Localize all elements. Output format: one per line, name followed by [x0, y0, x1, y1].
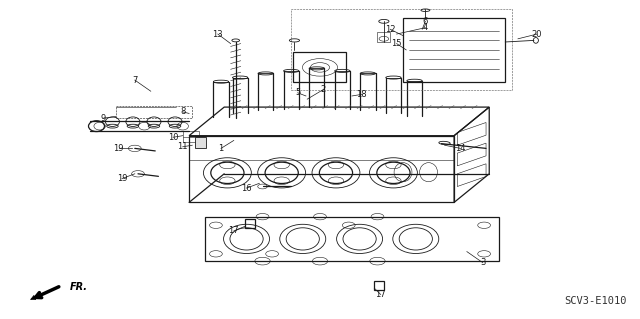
Text: 12: 12	[385, 25, 396, 34]
Text: 14: 14	[455, 144, 466, 153]
Text: 4: 4	[423, 23, 428, 32]
Text: 15: 15	[392, 39, 402, 48]
Text: 17: 17	[375, 290, 386, 299]
Text: 20: 20	[532, 30, 542, 39]
Text: 1: 1	[218, 144, 223, 153]
Text: 9: 9	[100, 114, 106, 123]
Text: 3: 3	[480, 258, 486, 267]
Text: 8: 8	[180, 108, 186, 116]
Polygon shape	[195, 137, 206, 148]
Text: SCV3-E1010: SCV3-E1010	[564, 296, 627, 306]
Text: 19: 19	[113, 144, 124, 153]
Text: 17: 17	[228, 226, 239, 235]
Text: 6: 6	[422, 17, 428, 26]
Text: 16: 16	[241, 184, 252, 193]
Text: 13: 13	[212, 30, 223, 39]
Text: 19: 19	[116, 174, 127, 183]
Text: 7: 7	[132, 76, 138, 85]
Text: 5: 5	[295, 88, 300, 97]
Text: 2: 2	[321, 85, 326, 94]
Text: 11: 11	[177, 142, 188, 151]
Text: 18: 18	[356, 90, 367, 99]
Text: 10: 10	[168, 133, 179, 142]
Text: FR.: FR.	[70, 282, 88, 292]
